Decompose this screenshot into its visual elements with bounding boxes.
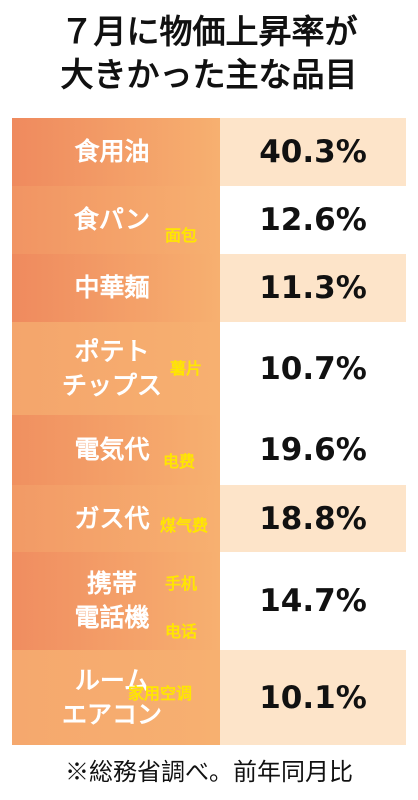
item-name: チップス — [61, 370, 162, 400]
item-cell — [12, 186, 220, 254]
value-cell — [220, 186, 406, 254]
item-cell — [12, 254, 220, 322]
translation-note: 电话 — [165, 622, 198, 641]
value-cell — [220, 485, 406, 552]
title-line: 大きかった主な品目 — [60, 55, 358, 94]
item-name: 食パン — [73, 205, 151, 234]
value: 11.3% — [259, 270, 367, 306]
item-cell — [12, 415, 220, 485]
value: 18.8% — [259, 500, 367, 537]
translation-note: 手机 — [165, 574, 198, 593]
translation-note: 电费 — [163, 452, 196, 471]
translation-note: 面包 — [165, 226, 198, 245]
value-cell — [220, 254, 406, 322]
value: 14.7% — [259, 583, 367, 619]
item-name: 電話機 — [74, 603, 150, 632]
value-cell — [220, 650, 406, 745]
item-name: ポテト — [74, 336, 150, 366]
item-name: ルーム — [74, 665, 150, 695]
translation-note: 家用空调 — [128, 684, 193, 703]
title-line: ７月に物価上昇率が — [60, 12, 358, 51]
item-cell — [12, 118, 220, 186]
item-name: エアコン — [61, 699, 162, 729]
value: 19.6% — [259, 432, 367, 468]
item-name: ガス代 — [74, 503, 150, 533]
item-name: 電気代 — [74, 435, 150, 464]
value-cell — [220, 415, 406, 485]
value-cell — [220, 552, 406, 650]
item-name: 中華麺 — [74, 273, 150, 302]
item-name: 食用油 — [74, 137, 150, 166]
value-cell — [220, 118, 406, 186]
translation-note: 薯片 — [170, 359, 203, 378]
footer: ※総務省調べ。前年同月比 — [65, 758, 353, 786]
value-cell — [220, 322, 406, 415]
value: 12.6% — [259, 202, 367, 238]
value: 10.1% — [259, 679, 367, 716]
value: 40.3% — [259, 134, 367, 170]
item-cell — [12, 650, 220, 745]
item-name: 携帯 — [86, 569, 137, 598]
translation-note: 煤气费 — [160, 516, 209, 535]
item-cell — [12, 322, 220, 415]
item-cell — [12, 552, 220, 650]
value: 10.7% — [259, 350, 367, 387]
item-cell — [12, 485, 220, 552]
